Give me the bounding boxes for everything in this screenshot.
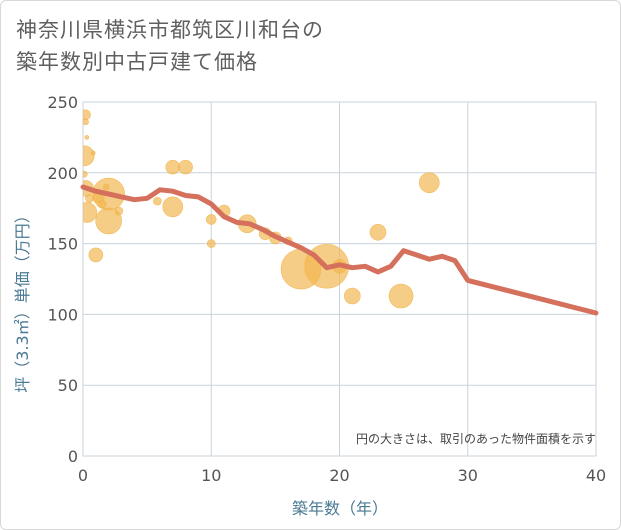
bubble-point: [88, 247, 104, 263]
y-tick-label: 100: [47, 305, 78, 324]
bubble-point: [162, 196, 184, 218]
bubble-point: [83, 145, 95, 167]
bubble-point: [206, 239, 216, 248]
bubble-point: [83, 109, 91, 121]
bubble-point: [153, 196, 162, 206]
trend-series: [80, 184, 599, 316]
bubble-point: [205, 214, 217, 225]
bubble-point: [388, 283, 414, 309]
bubble-point: [418, 172, 440, 194]
x-tick-label: 20: [329, 466, 349, 485]
trend-line: [80, 184, 599, 316]
x-axis-title: 築年数（年）: [292, 499, 388, 518]
chart-title-line-2: 築年数別中古戸建て価格: [16, 50, 258, 74]
bubble-point: [165, 159, 181, 175]
x-tick-label: 0: [78, 466, 88, 485]
y-tick-label: 200: [47, 164, 78, 183]
bubble-series: [83, 109, 440, 309]
bubble-point: [85, 193, 94, 203]
x-tick-label: 10: [201, 466, 221, 485]
bubble-point: [344, 287, 361, 305]
y-tick-label: 0: [68, 447, 78, 466]
bubble-point: [83, 202, 98, 223]
y-axis-title: 坪（3.3㎡）単価（万円）: [13, 207, 32, 392]
bubble-point: [369, 223, 387, 241]
bubble-point: [95, 207, 122, 235]
bubble-point: [84, 135, 90, 140]
y-tick-label: 150: [47, 235, 78, 254]
grid-lines: [82, 101, 597, 457]
chart-title: 神奈川県横浜市都筑区川和台の 築年数別中古戸建て価格: [16, 14, 324, 78]
bubble-size-note: 円の大きさは、取引のあった物件面積を示す: [356, 431, 596, 446]
bubble-point: [90, 150, 96, 156]
bubble-point: [83, 118, 89, 126]
x-tick-label: 30: [458, 466, 478, 485]
x-tick-label: 40: [586, 466, 606, 485]
y-tick-label: 250: [47, 93, 78, 112]
bubble-point: [178, 159, 193, 175]
bubble-point: [114, 206, 124, 216]
axes: 0 10 20 30 40 0 50 100 150 200 250: [47, 93, 606, 485]
bubble-point: [83, 170, 88, 178]
y-tick-label: 50: [58, 376, 78, 395]
chart-title-line-1: 神奈川県横浜市都筑区川和台の: [16, 18, 324, 42]
